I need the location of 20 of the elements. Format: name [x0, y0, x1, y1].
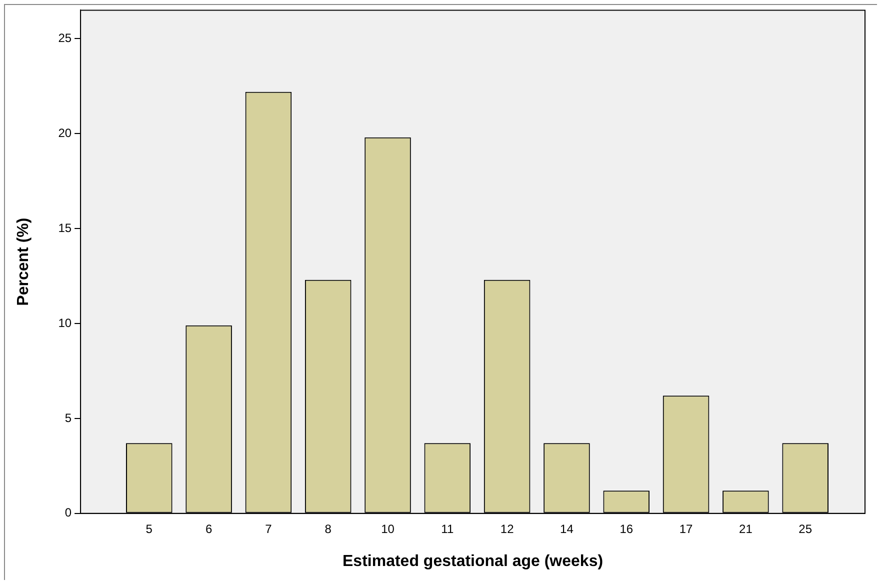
x-tick-label: 25: [798, 522, 812, 536]
x-tick-label: 14: [560, 522, 574, 536]
x-tick-label: 7: [265, 522, 272, 536]
x-axis-title: Estimated gestational age (weeks): [342, 552, 604, 570]
y-tick-label: 20: [58, 126, 72, 140]
y-tick-label: 5: [64, 410, 72, 425]
x-tick-label: 8: [324, 522, 332, 536]
x-tick-label: 6: [205, 522, 212, 536]
x-tick-label: 12: [500, 522, 514, 536]
x-tick-label: 21: [739, 522, 753, 536]
y-tick-label: 25: [58, 30, 72, 45]
x-tick-label: 16: [620, 522, 634, 536]
y-axis-title: Percent (%): [15, 218, 32, 306]
x-tick-label: 5: [146, 522, 153, 536]
x-tick-label: 11: [441, 522, 454, 536]
x-tick-label: 10: [381, 522, 395, 536]
y-tick-label: 0: [64, 506, 72, 520]
y-tick-label: 10: [58, 316, 72, 330]
x-tick-label: 17: [679, 522, 694, 536]
y-tick-label: 15: [58, 220, 72, 235]
